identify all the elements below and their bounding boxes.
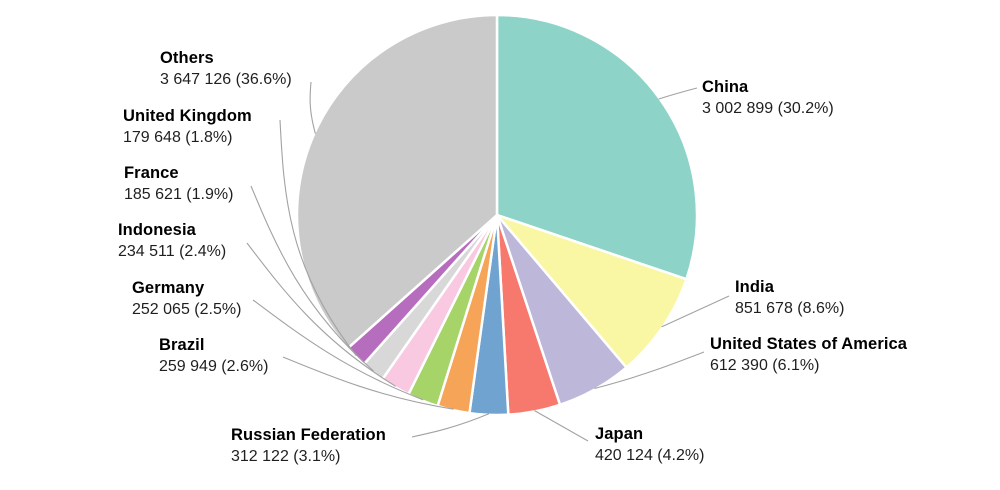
leader-line-china bbox=[658, 87, 698, 100]
leader-line-united-kingdom bbox=[279, 119, 357, 357]
leader-line-russian-federation bbox=[411, 413, 490, 438]
pie-slice-india bbox=[495, 213, 688, 369]
leader-line-indonesia bbox=[246, 242, 396, 387]
leader-line-france bbox=[250, 185, 374, 372]
leader-line-brazil bbox=[282, 356, 454, 410]
leader-line-japan bbox=[534, 410, 589, 442]
leader-line-india bbox=[661, 295, 730, 328]
pie-slice-others bbox=[295, 13, 499, 350]
leader-line-others bbox=[309, 81, 316, 134]
leader-line-germany bbox=[252, 299, 424, 401]
leader-line-united-states-of-america bbox=[594, 351, 705, 390]
